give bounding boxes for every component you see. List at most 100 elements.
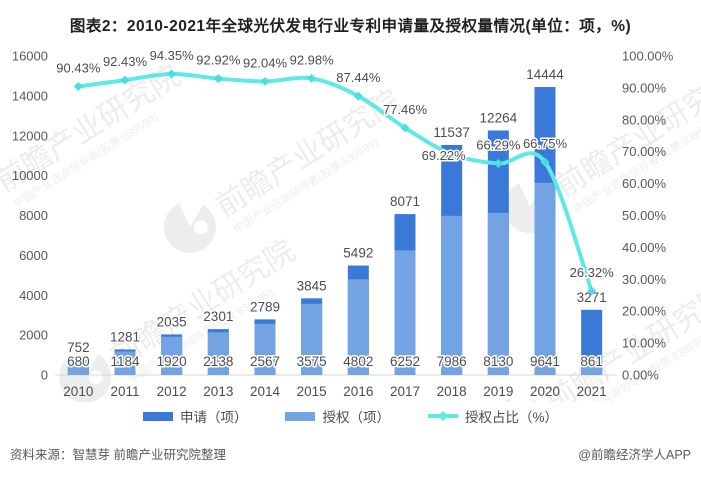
x-tick-label: 2012 <box>157 384 187 399</box>
ratio-pct-label: 90.43% <box>56 61 101 76</box>
application-value-label: 1281 <box>110 329 140 344</box>
ratio-pct-label: 87.44% <box>336 70 381 85</box>
grant-value-label: 9641 <box>530 354 560 369</box>
y-right-tick-label: 70.00% <box>622 144 667 159</box>
legend-item-2: 授权占比（%） <box>427 406 558 426</box>
y-left-tick-label: 12000 <box>12 128 48 143</box>
bar-grant <box>67 361 89 375</box>
x-tick-label: 2018 <box>437 384 467 399</box>
y-left-tick-label: 2000 <box>19 328 48 343</box>
ratio-pct-label: 66.29% <box>476 138 521 153</box>
credit-note: @前瞻经济学人APP <box>578 448 691 462</box>
y-right-tick-label: 10.00% <box>622 336 667 351</box>
x-tick-label: 2014 <box>250 384 281 399</box>
bar-grant <box>161 336 183 375</box>
grant-value-label: 861 <box>580 354 603 369</box>
bar-grant <box>301 303 323 375</box>
ratio-marker <box>400 123 410 133</box>
application-value-label: 752 <box>67 340 90 355</box>
bar-grant <box>441 215 463 375</box>
bar-grant <box>394 250 416 375</box>
ratio-line <box>76 72 594 294</box>
chart-title: 图表2：2010-2021年全球光伏发电行业专利申请量及授权量情况(单位：项，%… <box>69 18 632 35</box>
grant-value-label: 2567 <box>250 354 280 369</box>
legend-bar-swatch <box>142 411 173 421</box>
y-right-tick-label: 80.00% <box>622 112 667 127</box>
bar-grant <box>207 332 229 375</box>
y-right-tick-label: 50.00% <box>622 208 667 223</box>
grant-value-label: 4802 <box>343 354 373 369</box>
source-note: 资料来源：智慧芽 前瞻产业研究院整理 <box>10 448 226 462</box>
x-tick-label: 2010 <box>63 384 93 399</box>
y-left-tick-label: 0 <box>41 368 48 383</box>
y-left-tick-label: 10000 <box>12 168 48 183</box>
grant-value-label: 7986 <box>437 354 467 369</box>
grant-value-label: 680 <box>67 354 90 369</box>
grant-value-label: 2138 <box>203 354 233 369</box>
legend-label: 申请（项） <box>179 410 248 425</box>
legend-label: 授权（项） <box>322 410 390 425</box>
legend-item-1: 授权（项） <box>285 406 390 426</box>
ratio-pct-label: 66.75% <box>523 136 568 151</box>
legend-line-swatch <box>427 411 458 421</box>
ratio-marker <box>120 75 130 85</box>
application-value-label: 2035 <box>157 314 187 329</box>
bar-grant <box>347 279 369 375</box>
ratio-pct-label: 92.04% <box>243 55 288 70</box>
ratio-marker <box>493 159 503 169</box>
legend-bar-swatch <box>285 411 316 421</box>
application-value-label: 14444 <box>526 67 564 82</box>
x-tick-label: 2011 <box>110 384 139 399</box>
ratio-marker <box>213 74 223 84</box>
bar-grant <box>487 212 509 375</box>
watermark-text: 前瞻产业研究院 <box>210 84 406 223</box>
x-tick-label: 2013 <box>203 384 233 399</box>
y-left-tick-label: 16000 <box>12 49 48 64</box>
ratio-marker <box>73 82 83 92</box>
y-right-tick-label: 0.00% <box>622 368 659 383</box>
x-tick-label: 2016 <box>343 384 373 399</box>
x-tick-label: 2015 <box>297 384 327 399</box>
y-right-tick-label: 40.00% <box>622 240 667 255</box>
x-tick-label: 2017 <box>390 384 420 399</box>
ratio-marker <box>260 76 270 86</box>
y-left-tick-label: 6000 <box>19 248 48 263</box>
application-value-label: 2789 <box>250 299 280 314</box>
ratio-marker <box>587 286 597 296</box>
ratio-marker <box>353 91 363 101</box>
ratio-marker <box>447 149 457 159</box>
application-value-label: 12264 <box>480 110 518 125</box>
chart-area: 前瞻产业研究院 中国产业咨询领导者(股票:839599) 前瞻产业研究院 中国产业咨询… <box>0 42 701 448</box>
ratio-pct-label: 92.92% <box>196 53 241 68</box>
ratio-marker <box>540 157 550 167</box>
ratio-pct-label: 77.46% <box>383 102 428 117</box>
application-value-label: 3271 <box>577 290 607 305</box>
x-tick-label: 2021 <box>577 384 607 399</box>
ratio-pct-label: 92.98% <box>290 52 335 67</box>
legend-label: 授权占比（%） <box>464 410 558 425</box>
application-value-label: 8071 <box>390 194 420 209</box>
bar-grant <box>534 182 556 375</box>
bar-grant <box>254 323 276 375</box>
y-right-tick-label: 20.00% <box>622 304 667 319</box>
bar-grant <box>114 351 136 375</box>
ratio-marker <box>307 73 317 83</box>
y-right-tick-label: 30.00% <box>622 272 667 287</box>
y-right-tick-label: 90.00% <box>622 80 667 95</box>
application-value-label: 2301 <box>203 309 233 324</box>
grant-value-label: 1920 <box>157 354 187 369</box>
footer: 资料来源：智慧芽 前瞻产业研究院整理 @前瞻经济学人APP <box>0 444 701 463</box>
ratio-pct-label: 92.43% <box>103 54 148 69</box>
legend: 申请（项） 授权（项） 授权占比（%） <box>0 404 701 428</box>
ratio-pct-label: 69.22% <box>422 148 467 163</box>
x-tick-label: 2020 <box>530 384 560 399</box>
grant-value-label: 6252 <box>390 354 420 369</box>
ratio-pct-label: 26.32% <box>570 265 615 280</box>
application-value-label: 11537 <box>433 125 470 140</box>
grant-value-label: 1184 <box>110 354 140 369</box>
y-left-tick-label: 4000 <box>19 288 48 303</box>
grant-value-label: 8130 <box>483 354 513 369</box>
application-value-label: 3845 <box>297 278 327 293</box>
y-left-tick-label: 14000 <box>12 88 48 103</box>
